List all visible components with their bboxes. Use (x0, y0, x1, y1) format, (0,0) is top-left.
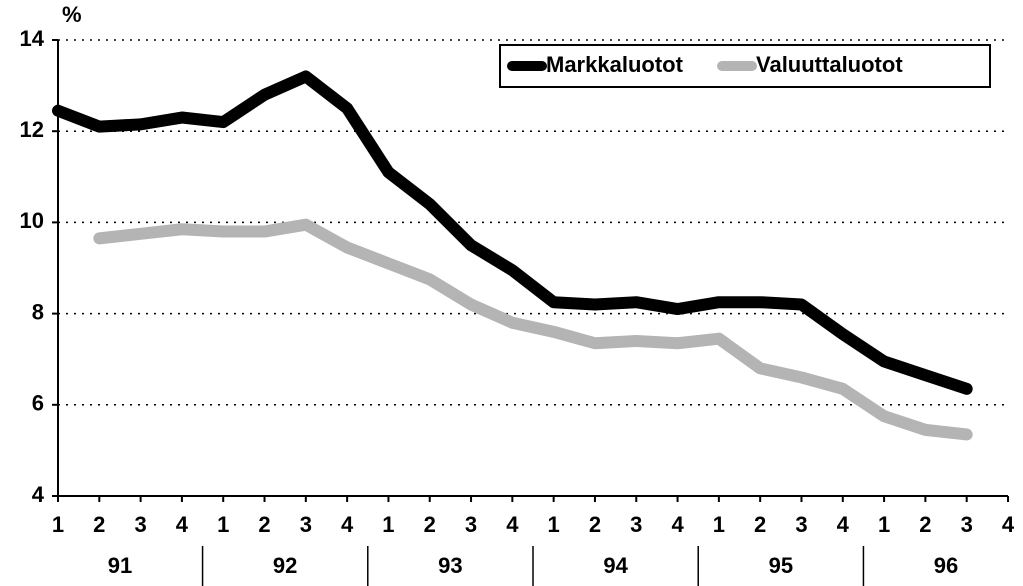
x-tick-label: 1 (548, 512, 560, 537)
year-label: 94 (603, 553, 628, 578)
series-line (93, 218, 973, 441)
x-tick-label: 1 (878, 512, 890, 537)
x-tick-label: 1 (217, 512, 229, 537)
x-tick-label: 4 (1002, 512, 1015, 537)
x-tick-label: 2 (754, 512, 766, 537)
year-label: 95 (769, 553, 793, 578)
y-tick-label: 14 (20, 26, 45, 51)
x-tick-label: 3 (630, 512, 642, 537)
year-label: 92 (273, 553, 297, 578)
x-tick-label: 3 (961, 512, 973, 537)
y-tick-label: 8 (32, 299, 44, 324)
y-tick-label: 4 (32, 482, 45, 507)
x-tick-label: 4 (341, 512, 354, 537)
x-tick-label: 3 (465, 512, 477, 537)
legend-label: Markkaluotot (546, 52, 684, 77)
x-tick-label: 4 (176, 512, 189, 537)
legend-label: Valuuttaluotot (756, 52, 903, 77)
y-tick-label: 6 (32, 391, 44, 416)
x-tick-label: 4 (671, 512, 684, 537)
x-tick-label: 4 (506, 512, 519, 537)
x-tick-label: 1 (713, 512, 725, 537)
x-tick-label: 3 (134, 512, 146, 537)
year-label: 93 (438, 553, 462, 578)
year-label: 91 (108, 553, 132, 578)
x-tick-label: 1 (52, 512, 64, 537)
x-tick-label: 2 (258, 512, 270, 537)
x-tick-label: 2 (589, 512, 601, 537)
x-tick-label: 1 (382, 512, 394, 537)
x-tick-label: 2 (919, 512, 931, 537)
x-tick-label: 3 (795, 512, 807, 537)
year-label: 96 (934, 553, 958, 578)
y-tick-label: 10 (20, 208, 44, 233)
x-tick-label: 3 (300, 512, 312, 537)
y-axis-label: % (62, 2, 82, 27)
series-line (52, 70, 973, 395)
x-tick-label: 4 (837, 512, 850, 537)
y-tick-label: 12 (20, 117, 44, 142)
x-tick-label: 2 (93, 512, 105, 537)
x-tick-label: 2 (424, 512, 436, 537)
